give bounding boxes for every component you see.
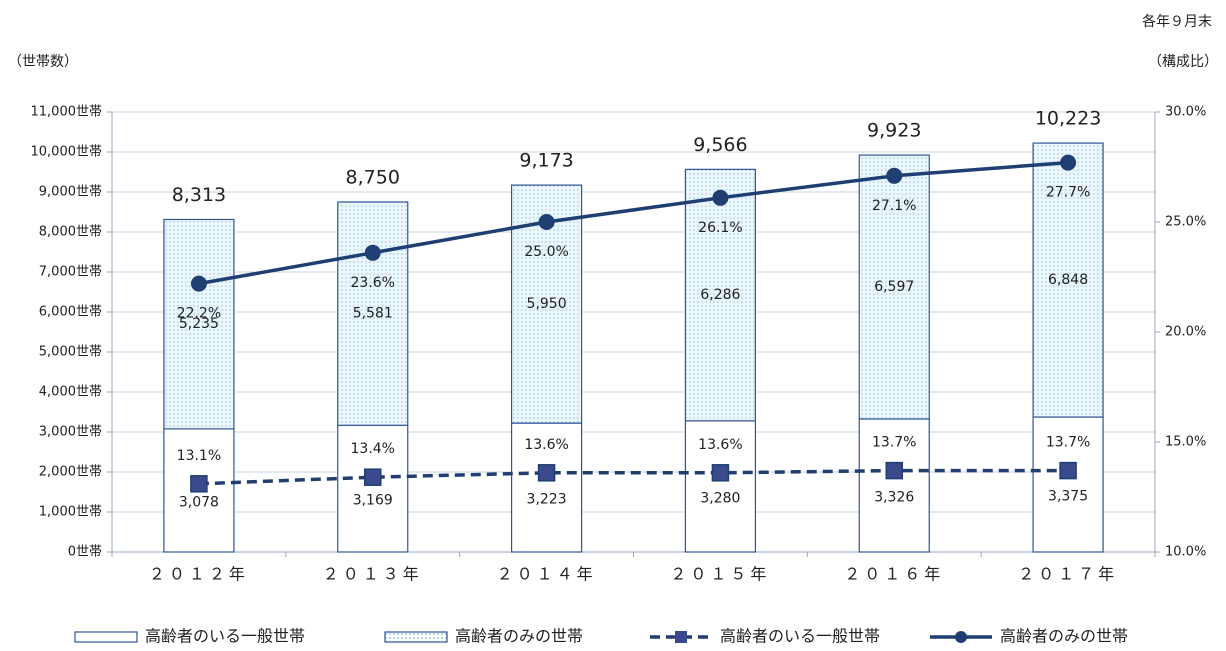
marker	[537, 464, 556, 482]
line	[198, 468, 1069, 486]
marker	[1060, 154, 1077, 171]
legend-marker	[675, 631, 687, 643]
value-label: 13.1%	[177, 448, 221, 464]
value-label: 3,280	[700, 490, 740, 506]
bar-segment	[1032, 416, 1104, 553]
y-tick-label: 3,000世帯	[39, 425, 102, 440]
y2-tick-label: 30.0%	[1165, 105, 1206, 120]
marker	[364, 468, 382, 486]
x-tick-label: ２０１４年	[497, 565, 597, 584]
value-label: 3,078	[179, 494, 219, 510]
value-label: 3,326	[874, 489, 914, 505]
note: 各年９月末	[1142, 14, 1212, 30]
x-tick-label: ２０１５年	[670, 565, 770, 584]
bar-segment	[510, 422, 583, 553]
y-tick-label: 1,000世帯	[39, 505, 102, 520]
value-label: 3,169	[353, 493, 393, 509]
bar-segment	[337, 424, 409, 553]
y-tick-label: 9,000世帯	[39, 185, 102, 200]
value-label: 13.4%	[351, 441, 395, 457]
y-tick-label: 0世帯	[68, 545, 102, 560]
bar-tint	[338, 203, 407, 425]
y-tick-label: 5,000世帯	[39, 345, 102, 360]
value-label: 6,848	[1048, 272, 1088, 288]
x-tick-label: ２０１６年	[844, 565, 944, 584]
value-label: 3,375	[1048, 489, 1088, 505]
y2-tick-label: 15.0%	[1165, 435, 1206, 450]
bar-tint	[164, 220, 233, 428]
y-tick-label: 11,000世帯	[31, 105, 103, 120]
value-label: 27.7%	[1046, 185, 1090, 201]
value-label: 3,223	[527, 492, 567, 508]
total-label: 8,313	[172, 184, 226, 206]
bar-tint	[860, 156, 929, 418]
marker	[538, 214, 555, 230]
x-tick-label: ２０１２年	[149, 565, 249, 584]
total-label: 9,173	[519, 150, 573, 172]
y2-tick-label: 25.0%	[1165, 215, 1206, 230]
y2-tick-label: 10.0%	[1165, 545, 1206, 560]
bar-tint	[686, 170, 755, 420]
y-tick-label: 4,000世帯	[39, 385, 102, 400]
total-label: 8,750	[346, 167, 400, 189]
total-label: 9,566	[693, 134, 747, 156]
marker	[1059, 461, 1077, 480]
value-label: 25.0%	[524, 244, 568, 260]
bar-segment	[684, 420, 757, 553]
bar-tint	[1034, 144, 1103, 416]
y-tick-label: 6,000世帯	[39, 305, 102, 320]
y-tick-label: 8,000世帯	[39, 225, 102, 240]
y-tick-label: 10,000世帯	[31, 145, 103, 160]
marker	[190, 475, 208, 493]
total-label: 10,223	[1035, 108, 1101, 130]
x-tick-label: ２０１３年	[323, 565, 423, 584]
y-axis-label: （世帯数）	[8, 54, 78, 70]
marker	[190, 275, 207, 292]
value-label: 13.7%	[1046, 435, 1090, 451]
marker	[711, 464, 730, 482]
marker	[886, 167, 903, 184]
value-label: 23.6%	[351, 275, 395, 291]
value-label: 27.1%	[872, 198, 916, 214]
marker	[885, 461, 903, 480]
marker	[712, 189, 729, 206]
value-label: 6,597	[874, 279, 914, 295]
y-tick-label: 7,000世帯	[39, 265, 102, 280]
value-label: 5,581	[353, 306, 393, 322]
legend-label: 高齢者のみの世帯	[455, 627, 583, 646]
line	[198, 160, 1069, 286]
legend-swatch	[384, 631, 448, 643]
total-label: 9,923	[867, 120, 921, 142]
marker	[364, 244, 381, 261]
legend-label: 高齢者のみの世帯	[1000, 627, 1128, 646]
y2-tick-label: 20.0%	[1165, 325, 1206, 340]
value-label: 26.1%	[698, 220, 742, 236]
value-label: 6,286	[700, 287, 740, 303]
value-label: 5,950	[527, 296, 567, 312]
value-label: 13.6%	[698, 437, 742, 453]
legend-label: 高齢者のいる一般世帯	[720, 627, 880, 646]
value-label: 5,235	[179, 316, 219, 332]
legend-swatch	[74, 631, 138, 643]
y2-axis-label: （構成比）	[1148, 54, 1218, 70]
legend-label: 高齢者のいる一般世帯	[145, 627, 305, 646]
x-tick-label: ２０１７年	[1018, 565, 1118, 584]
value-label: 13.7%	[872, 435, 916, 451]
value-label: 13.6%	[524, 437, 568, 453]
legend-marker	[955, 631, 967, 643]
value-label: 22.2%	[177, 306, 221, 322]
y-tick-label: 2,000世帯	[39, 465, 102, 480]
